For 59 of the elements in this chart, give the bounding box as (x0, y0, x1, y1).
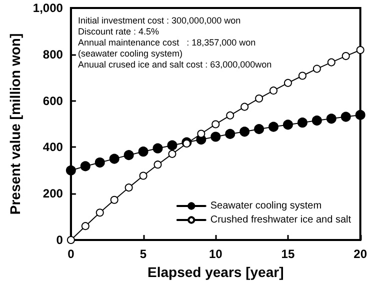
point (154, 160, 162, 169)
x-tick-label: 0 (68, 247, 75, 261)
point (152, 143, 163, 154)
point (167, 140, 178, 150)
point (168, 150, 176, 158)
x-tick-label: 5 (140, 247, 147, 261)
point (270, 86, 278, 95)
point (80, 161, 90, 172)
point (355, 110, 366, 120)
x-tick-label: 10 (208, 247, 223, 261)
y-tick-label: 600 (42, 94, 64, 108)
x-axis-title: Elapsed years [year] (148, 264, 284, 280)
point (138, 146, 148, 157)
point (312, 64, 321, 73)
x-tick-label: 20 (354, 247, 368, 261)
point (240, 102, 249, 111)
annotation: Discount rate : 4.5% (78, 26, 160, 36)
point (240, 126, 250, 137)
point (268, 122, 279, 132)
point (66, 236, 75, 244)
legend-label: Crushed freshwater ice and salt (210, 214, 352, 226)
point (109, 154, 120, 164)
y-tick-label: 1,000 (32, 1, 64, 15)
point (96, 208, 104, 217)
annotation: Anuual crused ice and salt cost : 63,000,000won (78, 60, 272, 70)
point (340, 112, 351, 122)
point (298, 72, 306, 80)
point (255, 94, 264, 102)
point (66, 165, 76, 176)
y-axis-title: Present value [million won] (7, 33, 23, 215)
point (342, 52, 350, 60)
point (226, 111, 234, 120)
y-tick-label: 400 (42, 140, 64, 154)
point (225, 128, 236, 139)
point (139, 172, 148, 180)
point (210, 132, 221, 142)
legend-label: Seawater cooling system (210, 200, 322, 212)
point (282, 120, 293, 130)
point (124, 150, 134, 160)
point (356, 46, 364, 54)
point (197, 130, 206, 138)
point (284, 78, 292, 87)
point (81, 222, 90, 230)
point (326, 114, 336, 124)
point (94, 158, 105, 168)
y-tick-label: 0 (56, 233, 64, 247)
point (254, 124, 264, 134)
point (312, 116, 322, 126)
annotation: Initial investment cost : 300,000,000 won (78, 16, 241, 26)
annotation: Annual maintenance cost : 18,357,000 won (78, 38, 256, 48)
point (124, 184, 133, 192)
point (212, 120, 220, 128)
x-tick-label: 15 (281, 247, 295, 261)
point (110, 196, 118, 204)
point (327, 58, 336, 66)
annotation: (seawater cooling system) (78, 48, 183, 58)
y-tick-label: 200 (42, 186, 64, 201)
y-tick-label: 800 (42, 47, 64, 62)
point (297, 118, 308, 128)
